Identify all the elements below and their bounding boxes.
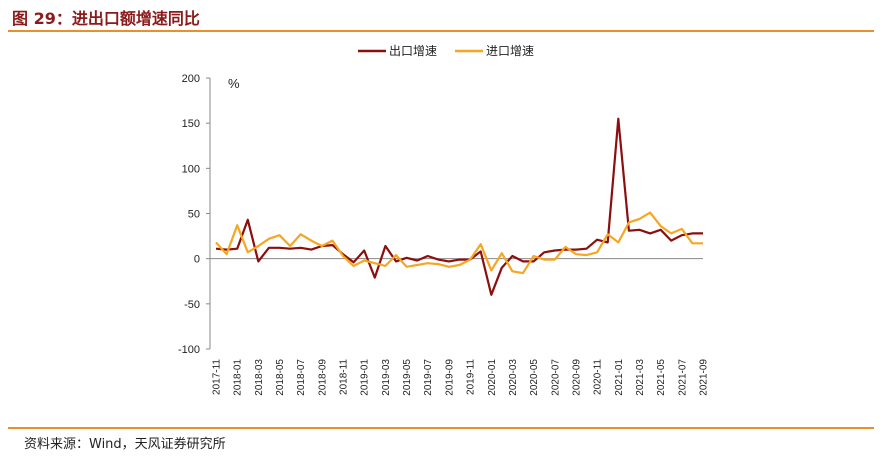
x-tick-label: 2019-09 — [444, 359, 455, 396]
x-tick-label: 2020-05 — [529, 359, 540, 396]
x-tick-label: 2021-09 — [699, 359, 710, 396]
y-tick-label: -100 — [178, 344, 200, 356]
y-tick-label: 200 — [182, 73, 200, 85]
x-tick-label: 2019-07 — [423, 359, 434, 396]
series-line-import — [215, 211, 703, 275]
x-tick-label: 2019-05 — [402, 359, 413, 396]
x-tick-label: 2021-03 — [635, 359, 646, 396]
chart-legend: 出口增速 进口增速 — [358, 44, 534, 58]
top-divider — [8, 30, 874, 32]
x-tick-label: 2018-11 — [339, 359, 350, 395]
x-tick-label: 2021-01 — [614, 359, 625, 396]
legend-label: 进口增速 — [486, 44, 534, 58]
x-tick-label: 2018-09 — [317, 359, 328, 396]
y-tick-label: -50 — [184, 299, 200, 311]
series-line-export — [215, 117, 703, 296]
y-axis-unit-label: % — [228, 76, 240, 91]
x-tick-label: 2020-03 — [508, 359, 519, 396]
legend-label: 出口增速 — [389, 44, 437, 58]
figure-title: 图 29：进出口额增速同比 — [12, 9, 200, 28]
y-axis: -100 -50 0 50 100 150 200 — [178, 73, 211, 356]
x-tick-label: 2020-09 — [571, 359, 582, 396]
x-tick-label: 2018-07 — [296, 359, 307, 396]
x-axis: 2017-11 2018-01 2018-03 2018-05 2018-07 2018-… — [210, 258, 710, 396]
x-tick-label: 2018-01 — [233, 359, 244, 396]
x-tick-label: 2020-01 — [487, 359, 498, 396]
source-note: 资料来源：Wind，天风证券研究所 — [24, 437, 226, 452]
x-tick-label: 2017-11 — [212, 359, 223, 395]
x-tick-label: 2019-11 — [466, 359, 477, 395]
y-tick-label: 100 — [182, 163, 200, 175]
x-tick-label: 2018-05 — [275, 359, 286, 396]
x-tick-label: 2019-03 — [381, 359, 392, 396]
x-tick-label: 2018-03 — [254, 359, 265, 396]
x-tick-label: 2021-07 — [677, 359, 688, 396]
x-tick-label: 2020-07 — [550, 359, 561, 396]
y-tick-label: 0 — [194, 254, 200, 266]
x-tick-label: 2019-01 — [360, 359, 371, 396]
bottom-divider — [8, 427, 874, 429]
y-tick-label: 50 — [188, 209, 200, 221]
x-tick-label: 2020-11 — [593, 359, 604, 395]
y-tick-label: 150 — [182, 118, 200, 130]
series-group — [215, 117, 703, 296]
x-tick-label: 2021-05 — [656, 359, 667, 396]
